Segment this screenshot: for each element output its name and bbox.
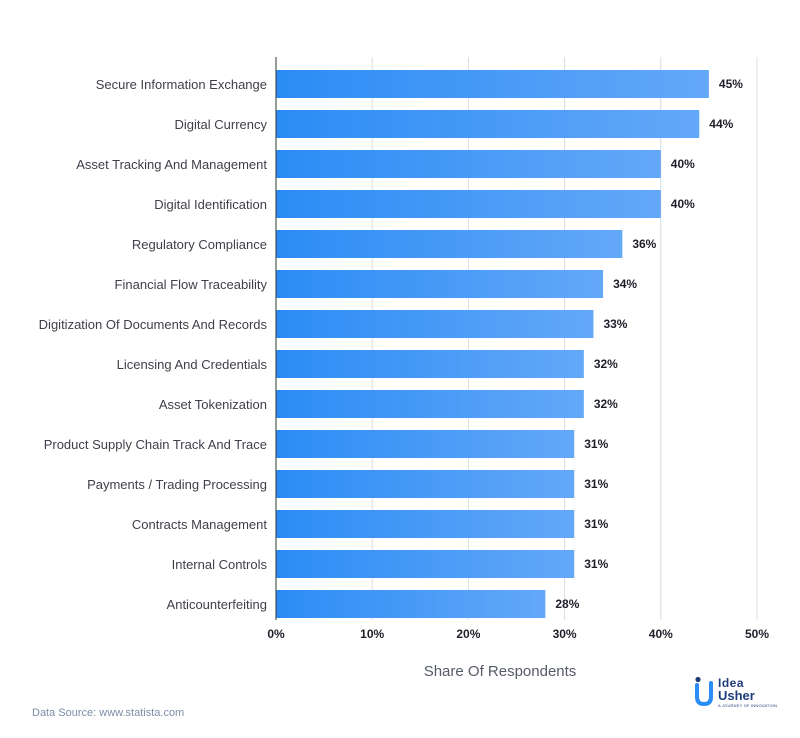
category-label: Contracts Management [132, 517, 268, 532]
bar [276, 390, 584, 418]
category-label: Product Supply Chain Track And Trace [44, 437, 267, 452]
bar [276, 310, 594, 338]
category-label: Licensing And Credentials [117, 357, 268, 372]
x-tick-label: 30% [553, 627, 577, 641]
value-label: 31% [584, 557, 608, 571]
value-label: 40% [671, 157, 695, 171]
value-label: 34% [613, 277, 637, 291]
category-label: Digitization Of Documents And Records [39, 317, 268, 332]
logo-mark-icon [695, 676, 713, 706]
category-label: Anticounterfeiting [167, 597, 267, 612]
bar [276, 110, 700, 138]
bar [276, 190, 661, 218]
value-label: 40% [671, 197, 695, 211]
value-label: 44% [709, 117, 733, 131]
category-label: Financial Flow Traceability [115, 277, 268, 292]
logo-tagline: A JOURNEY OF INNOVATION [718, 703, 778, 708]
x-tick-label: 0% [267, 627, 285, 641]
category-label: Asset Tracking And Management [76, 157, 267, 172]
logo-word-usher: Usher [718, 688, 755, 703]
bar [276, 590, 546, 618]
category-label: Secure Information Exchange [96, 77, 267, 92]
value-label: 28% [555, 597, 579, 611]
x-tick-label: 20% [456, 627, 480, 641]
x-tick-label: 40% [649, 627, 673, 641]
bar [276, 270, 604, 298]
category-label: Digital Currency [175, 117, 268, 132]
value-label: 45% [719, 77, 743, 91]
x-tick-labels: 0% 10% 20% 30% 40% 50% [267, 627, 769, 641]
category-label: Digital Identification [154, 197, 267, 212]
bar [276, 150, 661, 178]
bars [276, 70, 709, 618]
bar [276, 510, 575, 538]
category-label: Regulatory Compliance [132, 237, 267, 252]
ideausher-logo: Idea Usher A JOURNEY OF INNOVATION [694, 676, 778, 710]
category-labels: Secure Information Exchange Digital Curre… [39, 77, 268, 612]
value-labels: 45% 44% 40% 40% 36% 34% 33% 32% 32% 31% 31% 31% 31% 2… [555, 77, 743, 611]
value-label: 32% [594, 357, 618, 371]
value-label: 33% [603, 317, 627, 331]
value-label: 31% [584, 517, 608, 531]
value-label: 32% [594, 397, 618, 411]
category-label: Asset Tokenization [159, 397, 267, 412]
bar [276, 430, 575, 458]
value-label: 36% [632, 237, 656, 251]
x-axis-title: Share Of Respondents [424, 663, 577, 680]
data-source-note: Data Source: www.statista.com [32, 707, 185, 719]
value-label: 31% [584, 477, 608, 491]
bar [276, 470, 575, 498]
bar [276, 550, 575, 578]
logo-word-idea: Idea [718, 676, 745, 690]
x-tick-label: 50% [745, 627, 769, 641]
category-label: Payments / Trading Processing [87, 477, 267, 492]
value-label: 31% [584, 437, 608, 451]
bar [276, 350, 584, 378]
category-label: Internal Controls [172, 557, 268, 572]
x-tick-label: 10% [360, 627, 384, 641]
bar [276, 230, 623, 258]
bar [276, 70, 709, 98]
